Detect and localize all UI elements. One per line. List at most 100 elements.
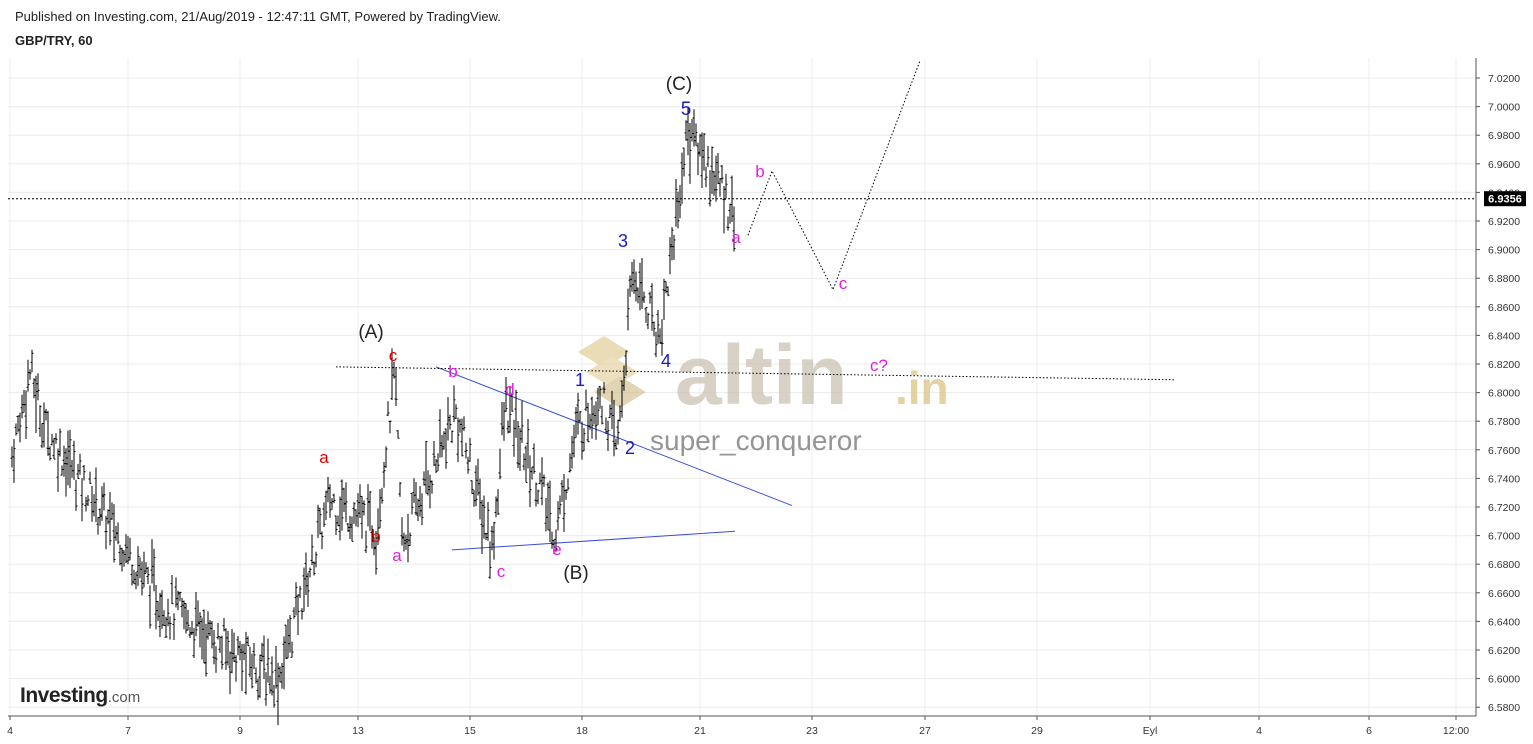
wave-label: a [731, 228, 741, 247]
ohlc-bar [210, 621, 214, 649]
ohlc-bar [398, 482, 402, 497]
ohlc-bar [570, 435, 574, 469]
investing-logo: Investing.com [20, 684, 140, 708]
last-price-label: 6.9356 [1488, 194, 1522, 206]
wave-label: (A) [358, 322, 383, 343]
ohlc-bar [532, 443, 536, 474]
ohlc-bar [38, 405, 42, 437]
ohlc-bar [606, 420, 610, 451]
ohlc-bar [618, 405, 622, 422]
ohlc-bar [170, 574, 174, 605]
ohlc-bar [166, 598, 170, 627]
ohlc-bars [10, 107, 736, 726]
ohlc-bar [660, 319, 664, 356]
ohlc-bar [384, 446, 388, 468]
ohlc-bar [578, 410, 582, 423]
ohlc-bar [396, 430, 400, 439]
ohlc-bar [352, 502, 356, 524]
ohlc-bar [354, 509, 358, 527]
ohlc-bar [490, 525, 494, 551]
ohlc-bar [566, 478, 570, 491]
ohlc-bar [142, 551, 146, 588]
ohlc-bar [690, 119, 694, 142]
ohlc-bar [470, 480, 474, 494]
ohlc-bar [492, 521, 496, 560]
ohlc-bar [260, 642, 264, 662]
ohlc-bar [146, 566, 150, 585]
ohlc-bar [722, 185, 726, 234]
ohlc-bar [180, 597, 184, 618]
ohlc-bar [404, 534, 408, 550]
ohlc-bar [240, 643, 244, 692]
ohlc-bar [360, 496, 364, 539]
ohlc-bar [638, 262, 642, 311]
ohlc-bar [480, 499, 484, 555]
wave-label: a [392, 546, 402, 565]
wave-label: (C) [666, 74, 692, 95]
ohlc-bar [444, 428, 448, 469]
ohlc-bar [262, 635, 266, 679]
ohlc-bar [714, 155, 718, 202]
ohlc-bar [550, 531, 554, 549]
ohlc-bar [608, 404, 612, 419]
ohlc-bar [622, 365, 626, 391]
ohlc-bar [552, 539, 556, 555]
ohlc-bar [442, 431, 446, 450]
ohlc-bar [682, 147, 686, 177]
ohlc-bar [630, 262, 634, 292]
ohlc-bar [500, 402, 504, 436]
ohlc-bar [316, 504, 320, 538]
ohlc-bar [148, 585, 152, 629]
ohlc-bar [126, 535, 130, 565]
ohlc-bar [62, 445, 66, 477]
ohlc-bar [510, 393, 514, 412]
ohlc-bar [484, 532, 488, 541]
ohlc-bar [214, 646, 218, 673]
ohlc-bar [590, 396, 594, 439]
y-tick-label: 7.0000 [1488, 102, 1520, 114]
ohlc-bar [194, 592, 198, 637]
ohlc-bar [332, 493, 336, 504]
wave-label: e [552, 540, 561, 559]
ohlc-bar [42, 402, 46, 448]
ohlc-bar [692, 109, 696, 147]
ohlc-bar [300, 608, 304, 620]
ohlc-bar [708, 170, 712, 207]
ohlc-bar [212, 630, 216, 665]
ohlc-bar [616, 419, 620, 445]
ohlc-bar [120, 547, 124, 572]
ohlc-bar [558, 495, 562, 515]
ohlc-bar [164, 616, 168, 638]
ohlc-bar [248, 646, 252, 678]
ohlc-bar [420, 493, 424, 526]
ohlc-bar [104, 515, 108, 550]
y-tick-label: 6.7000 [1488, 531, 1520, 543]
ohlc-bar [706, 146, 710, 167]
ohlc-bar [204, 623, 208, 677]
x-tick-label: 29 [1031, 725, 1043, 737]
ohlc-bar [664, 281, 668, 294]
trendline-triangle-lower [451, 530, 736, 551]
ohlc-bar [122, 550, 126, 567]
wave-label: 1 [575, 370, 585, 390]
ohlc-bar [116, 522, 120, 545]
ohlc-bar [348, 515, 352, 539]
ohlc-bar [694, 123, 698, 146]
ohlc-bar [92, 494, 96, 517]
ohlc-bar [704, 166, 708, 188]
ohlc-bar [462, 416, 466, 431]
ohlc-bar [642, 291, 646, 303]
ohlc-bar [594, 401, 598, 440]
ohlc-bar [380, 487, 384, 504]
ohlc-bar [534, 482, 538, 507]
ohlc-bar [304, 552, 308, 596]
ohlc-bar [620, 380, 624, 418]
ohlc-bar [80, 478, 84, 522]
ohlc-bar [186, 609, 190, 631]
ohlc-bar [370, 525, 374, 549]
ohlc-bar [598, 385, 602, 409]
ohlc-bar [68, 429, 72, 489]
ohlc-bar [576, 392, 580, 435]
